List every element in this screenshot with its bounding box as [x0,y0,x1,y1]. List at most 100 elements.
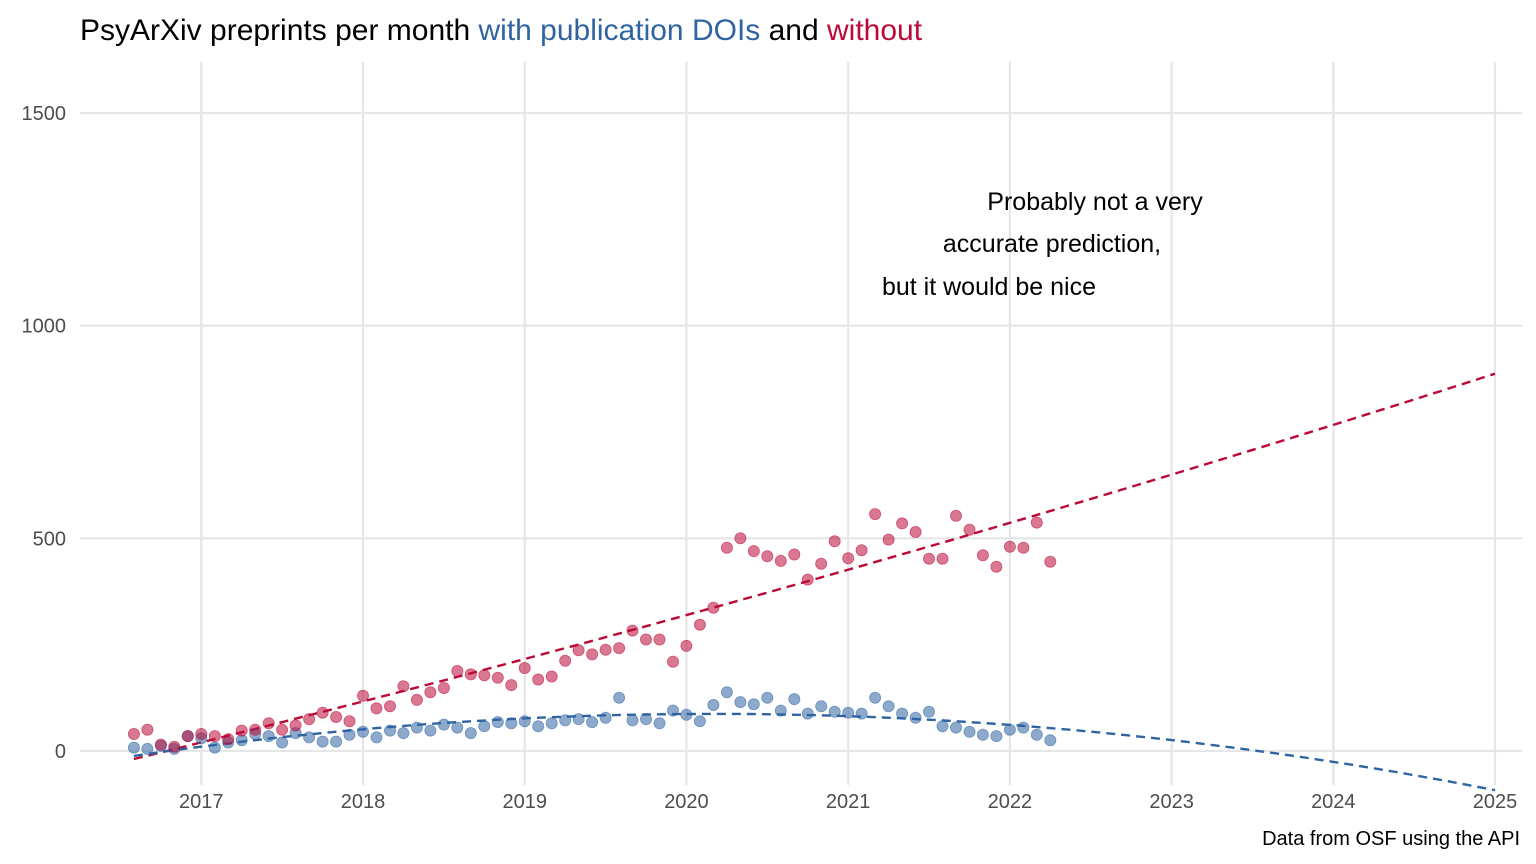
point-without_doi-2018-04 [397,680,410,693]
point-with_doi-2019-12 [667,704,680,717]
point-with_doi-2018-10 [478,720,491,733]
point-without_doi-2018-06 [424,686,437,699]
point-without_doi-2016-08 [127,728,140,741]
annotation-line-2: accurate prediction, [943,230,1161,258]
annotation-line-1: Probably not a very [987,188,1203,216]
y-axis-ticks: 0 500 1000 1500 [22,103,67,763]
point-without_doi-2021-02 [855,544,868,557]
point-without_doi-2018-07 [437,682,450,695]
point-with_doi-2020-10 [801,707,814,720]
point-without_doi-2019-06 [586,648,599,661]
y-tick-label-500: 500 [33,528,66,550]
point-without_doi-2021-09 [950,509,963,522]
point-with_doi-2021-09 [950,721,963,734]
point-with_doi-2018-02 [370,731,383,744]
point-without_doi-2019-03 [545,670,558,683]
point-with_doi-2021-10 [963,725,976,738]
point-without_doi-2020-04 [720,541,733,554]
point-with_doi-2020-05 [734,696,747,709]
point-with_doi-2020-03 [707,699,720,712]
point-with_doi-2022-03 [1030,728,1043,741]
point-without_doi-2020-05 [734,532,747,545]
point-without_doi-2017-11 [330,711,343,724]
point-without_doi-2022-01 [1003,540,1016,553]
point-with_doi-2017-07 [276,736,289,749]
point-with_doi-2018-12 [505,717,518,730]
point-without_doi-2021-01 [842,552,855,565]
point-without_doi-2018-01 [356,689,369,702]
point-without_doi-2020-11 [815,557,828,570]
point-with_doi-2016-08 [127,741,140,754]
point-with_doi-2017-06 [262,730,275,743]
title-part-1: PsyArXiv preprints per month [80,14,478,47]
point-without_doi-2021-08 [936,552,949,565]
x-tick-label-2018: 2018 [341,791,386,813]
point-with_doi-2021-12 [990,730,1003,743]
point-without_doi-2018-11 [491,671,504,684]
point-with_doi-2020-11 [815,700,828,713]
point-with_doi-2021-06 [909,711,922,724]
point-without_doi-2019-07 [599,643,612,656]
data-points [127,508,1057,755]
point-without_doi-2016-09 [141,723,154,736]
point-with_doi-2018-04 [397,727,410,740]
point-with_doi-2020-04 [720,686,733,699]
point-with_doi-2021-07 [923,705,936,718]
point-with_doi-2020-08 [774,704,787,717]
point-without_doi-2018-05 [410,693,423,706]
point-without_doi-2019-11 [653,633,666,646]
point-without_doi-2020-08 [774,554,787,567]
point-without_doi-2018-03 [383,700,396,713]
point-with_doi-2022-02 [1017,721,1030,734]
point-with_doi-2018-06 [424,724,437,737]
trend-lines [133,372,1496,792]
point-with_doi-2019-08 [613,691,626,704]
point-without_doi-2019-04 [559,654,572,667]
point-with_doi-2019-07 [599,711,612,724]
point-with_doi-2018-11 [491,716,504,729]
y-tick-label-1000: 1000 [22,316,67,338]
point-with_doi-2021-11 [976,728,989,741]
point-without_doi-2019-05 [572,644,585,657]
chart-title: PsyArXiv preprints per month with public… [80,14,923,47]
point-without_doi-2017-03 [222,733,235,746]
point-without_doi-2017-07 [276,723,289,736]
point-without_doi-2019-10 [640,633,653,646]
point-with_doi-2022-04 [1044,734,1057,747]
point-without_doi-2022-03 [1030,516,1043,529]
point-with_doi-2019-04 [559,714,572,727]
x-tick-label-2020: 2020 [664,791,709,813]
point-with_doi-2019-02 [532,720,545,733]
point-without_doi-2017-06 [262,717,275,730]
x-tick-label-2024: 2024 [1311,791,1356,813]
title-part-and: and [760,14,827,47]
annotation-line-3: but it would be nice [882,273,1096,301]
x-tick-label-2021: 2021 [826,791,871,813]
y-tick-label-0: 0 [55,741,66,763]
point-with_doi-2021-05 [896,707,909,720]
title-part-without-doi: without [826,14,923,47]
point-with_doi-2018-03 [383,724,396,737]
point-without_doi-2020-01 [680,639,693,652]
point-with_doi-2017-10 [316,735,329,748]
point-with_doi-2018-08 [451,721,464,734]
point-without_doi-2016-11 [168,740,181,753]
point-with_doi-2020-07 [761,691,774,704]
y-tick-label-1500: 1500 [22,103,67,125]
point-without_doi-2018-08 [451,665,464,678]
point-without_doi-2021-04 [882,533,895,546]
grid-lines [80,62,1522,785]
point-without_doi-2021-06 [909,526,922,539]
point-without_doi-2018-12 [505,679,518,692]
point-without_doi-2019-12 [667,655,680,668]
point-with_doi-2021-04 [882,700,895,713]
point-without_doi-2019-08 [613,642,626,655]
point-with_doi-2020-01 [680,708,693,721]
point-with_doi-2017-02 [208,741,221,754]
point-without_doi-2020-06 [747,545,760,558]
point-with_doi-2019-05 [572,713,585,726]
point-without_doi-2017-05 [249,723,262,736]
point-without_doi-2020-03 [707,601,720,614]
point-without_doi-2021-10 [963,523,976,536]
title-part-with-doi: with publication DOIs [477,14,760,47]
